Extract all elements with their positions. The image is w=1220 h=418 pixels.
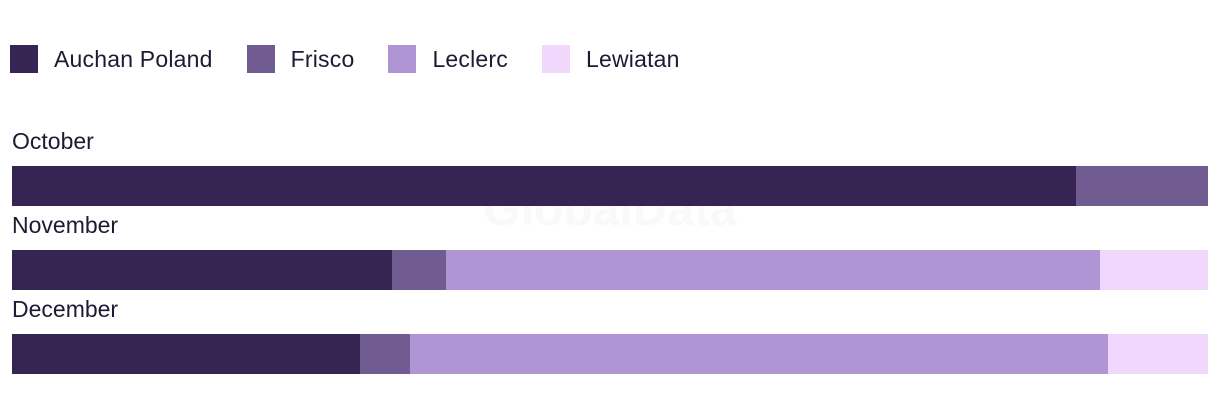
bar-segment[interactable] <box>12 334 361 374</box>
legend-label: Auchan Poland <box>54 45 213 72</box>
legend-swatch <box>246 45 275 73</box>
bar-segment[interactable] <box>392 250 447 290</box>
legend-item[interactable]: Auchan Poland <box>10 45 213 73</box>
bar-segment[interactable] <box>1076 166 1208 206</box>
legend-item[interactable]: Lewiatan <box>541 45 680 73</box>
stacked-bar <box>12 334 1208 374</box>
category-label: October <box>12 128 94 154</box>
bar-segment[interactable] <box>1107 334 1208 374</box>
legend-swatch <box>541 45 570 73</box>
bar-segment[interactable] <box>446 250 1101 290</box>
legend-label: Frisco <box>290 45 355 72</box>
category-label: November <box>12 212 119 238</box>
legend-item[interactable]: Frisco <box>246 45 355 73</box>
bar-segment[interactable] <box>12 250 393 290</box>
legend-item[interactable]: Leclerc <box>388 45 508 73</box>
bar-row: December <box>12 294 1208 378</box>
legend-label: Leclerc <box>432 45 508 72</box>
bar-row: October <box>12 126 1208 210</box>
bar-segment[interactable] <box>1100 250 1208 290</box>
bar-row: November <box>12 210 1208 294</box>
stacked-bar <box>12 250 1208 290</box>
bar-segment[interactable] <box>360 334 411 374</box>
legend-label: Lewiatan <box>585 45 680 72</box>
legend-swatch <box>388 45 417 73</box>
legend-swatch <box>10 45 38 73</box>
category-label: December <box>12 296 119 322</box>
stacked-bar <box>12 166 1208 206</box>
chart-legend: Auchan Poland Frisco Leclerc Lewiatan <box>10 44 714 74</box>
bar-segment[interactable] <box>410 334 1108 374</box>
stacked-bar-chart: October November December <box>12 126 1208 378</box>
bar-segment[interactable] <box>12 166 1077 206</box>
